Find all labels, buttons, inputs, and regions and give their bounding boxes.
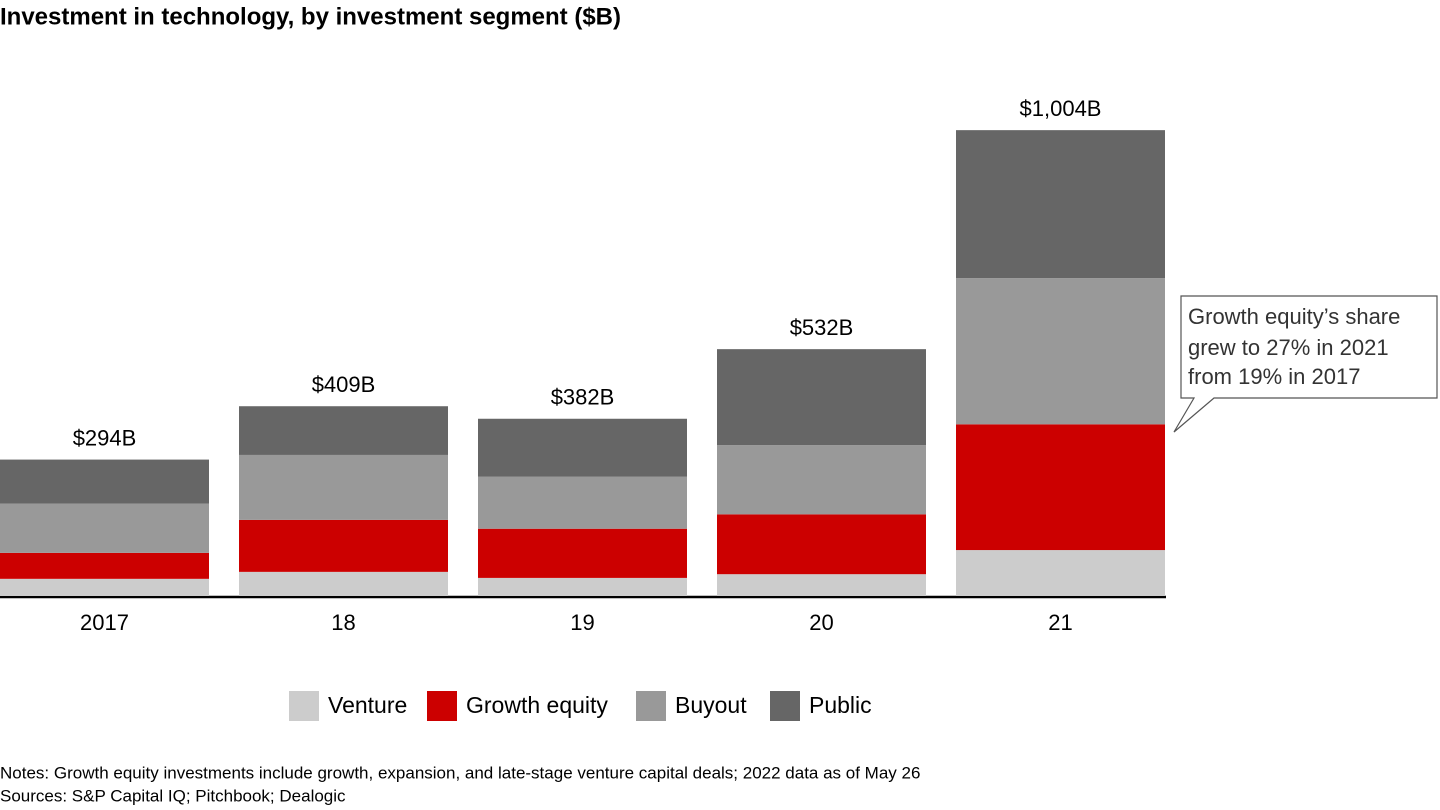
x-tick-label: 19 — [570, 610, 594, 635]
legend-swatch — [770, 691, 800, 721]
annotation: grew to 27% in 2021 — [1188, 335, 1389, 360]
callout-box — [1173, 295, 1438, 433]
bar-segment — [239, 454, 448, 520]
total-label: $1,004B — [1020, 96, 1102, 121]
legend-swatch — [636, 691, 666, 721]
bar-segment — [717, 349, 926, 446]
note: Sources: S&P Capital IQ; Pitchbook; Deal… — [0, 786, 346, 805]
x-tick-label: 18 — [331, 610, 355, 635]
bar-segment — [956, 550, 1165, 596]
note: Notes: Growth equity investments include… — [0, 763, 920, 782]
bar-segment — [717, 514, 926, 575]
legend-swatch — [289, 691, 319, 721]
bar-segment — [0, 552, 209, 579]
legend-swatch — [427, 691, 457, 721]
chart-title: Investment in technology, by investment … — [0, 3, 621, 30]
bar-segment — [0, 578, 209, 596]
legend-label: Public — [809, 692, 872, 718]
bar-segment — [0, 459, 209, 504]
x-tick-label: 2017 — [80, 610, 129, 635]
total-label: $294B — [73, 425, 137, 450]
total-label: $382B — [551, 385, 615, 410]
annotation: from 19% in 2017 — [1188, 364, 1360, 389]
bar-segment — [478, 528, 687, 578]
bar-segment — [956, 130, 1165, 279]
bar-segment — [239, 571, 448, 596]
total-label: $409B — [312, 372, 376, 397]
x-tick-label: 20 — [809, 610, 833, 635]
bar-segment — [956, 424, 1165, 551]
bar-segment — [717, 445, 926, 515]
legend-label: Venture — [328, 692, 407, 718]
x-tick-label: 21 — [1048, 610, 1072, 635]
bar-segment — [478, 418, 687, 477]
bar-segment — [0, 503, 209, 553]
bar-segment — [717, 574, 926, 596]
bar-segment — [239, 406, 448, 455]
bar-segment — [956, 278, 1165, 425]
bar-segment — [478, 577, 687, 596]
bar-segment — [239, 519, 448, 572]
bar-segment — [478, 476, 687, 529]
legend-label: Growth equity — [466, 692, 608, 718]
legend-label: Buyout — [675, 692, 747, 718]
annotation: Growth equity’s share — [1188, 304, 1400, 329]
total-label: $532B — [790, 315, 854, 340]
